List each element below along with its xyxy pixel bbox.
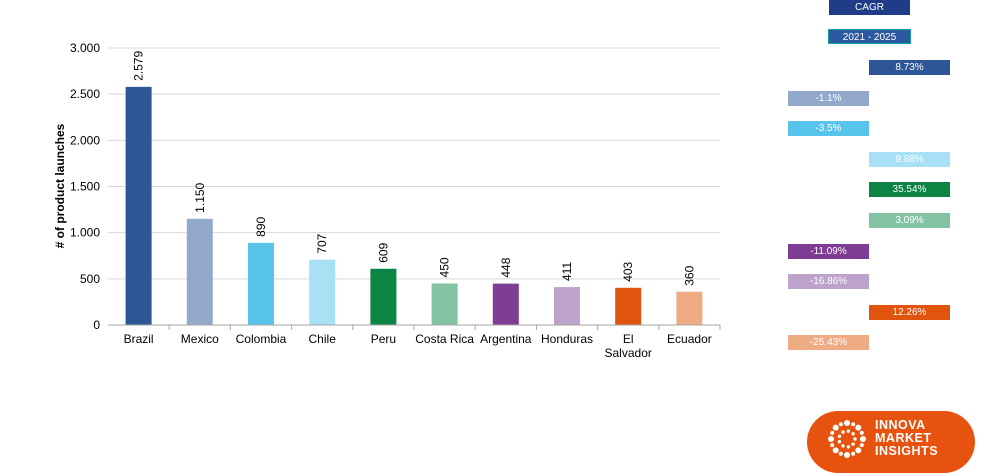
logo-dot: [851, 432, 855, 436]
bar: [615, 287, 642, 325]
bars: [125, 86, 703, 325]
y-tick-label: 0: [93, 318, 100, 332]
y-tick-label: 500: [80, 272, 100, 286]
cagr-value: -11.09%: [788, 243, 869, 259]
cagr-value: 9.88%: [869, 151, 950, 167]
logo-dot: [844, 420, 850, 426]
value-label: 450: [438, 257, 452, 277]
cagr-value: -16.86%: [788, 274, 869, 290]
cagr-header: CAGR: [829, 0, 910, 15]
logo-dot: [855, 447, 862, 454]
logo-dot: [851, 451, 856, 456]
logo-dot: [841, 430, 845, 434]
value-label: 448: [499, 257, 513, 277]
logo-dot: [837, 434, 842, 438]
cagr-value: -1.1%: [788, 90, 869, 106]
bar: [125, 86, 152, 325]
value-label: 411: [560, 262, 574, 281]
logo-dot: [828, 436, 834, 442]
bar: [186, 218, 213, 325]
value-label: 1.150: [193, 182, 207, 212]
cagr-value: 3.09%: [869, 213, 950, 228]
bar: [676, 291, 703, 325]
y-tick-label: 2.000: [70, 133, 100, 147]
logo-dot: [859, 443, 864, 448]
value-label: 707: [315, 233, 329, 253]
cagr-value: 8.73%: [869, 60, 950, 75]
category-label: Colombia: [236, 332, 287, 346]
value-label: 2.579: [132, 51, 146, 81]
category-label: Honduras: [541, 332, 593, 346]
logo-text: INNOVA MARKET INSIGHTS: [875, 418, 939, 458]
category-label: Argentina: [480, 332, 532, 346]
bar-chart: 0 500 1.000 1.500 2.000 2.500 3.000 2.579 1.150…: [53, 41, 721, 360]
innova-logo: INNOVA MARKET INSIGHTS: [807, 411, 975, 473]
cagr-value: 12.26%: [869, 304, 950, 320]
category-label: Mexico: [181, 332, 219, 346]
bar: [370, 268, 397, 325]
value-label: 403: [621, 261, 635, 281]
category-label: El Salvador: [605, 332, 652, 360]
bar: [248, 242, 274, 325]
y-axis-title: # of product launches: [53, 123, 67, 248]
category-label: Chile: [309, 332, 337, 346]
logo-dot: [838, 422, 843, 427]
logo-dot: [838, 451, 843, 456]
bar: [431, 283, 458, 325]
bar: [309, 259, 336, 325]
value-labels: 2.579 1.150 890 707 609 450 448 411 403 360: [132, 51, 697, 286]
value-label: 890: [254, 216, 268, 236]
category-label: Costa Rica: [415, 332, 474, 346]
logo-dots-icon: [828, 420, 866, 458]
category-label: Peru: [371, 332, 396, 346]
logo-dot: [846, 429, 851, 433]
logo-dot: [830, 443, 835, 448]
category-label: Ecuador: [667, 332, 712, 346]
value-label: 609: [376, 242, 390, 262]
logo-dot: [846, 445, 851, 449]
logo-dot: [853, 437, 857, 441]
logo-dot: [855, 424, 862, 431]
bar: [554, 287, 580, 325]
logo-dot: [851, 442, 855, 446]
logo-dot: [844, 452, 850, 458]
category-labels: Brazil Mexico Colombia Chile Peru Costa Rica A…: [124, 332, 712, 360]
cagr-value: -25.43%: [788, 335, 869, 351]
category-label: Brazil: [124, 332, 154, 346]
value-label: 360: [682, 265, 696, 285]
y-tick-label: 1.000: [70, 226, 100, 240]
logo-dot: [841, 444, 845, 448]
logo-dot: [859, 430, 864, 435]
logo-dot: [851, 422, 856, 427]
y-tick-label: 3.000: [70, 41, 100, 55]
y-tick-label: 2.500: [70, 87, 100, 101]
logo-dot: [832, 447, 839, 454]
cagr-value: -3.5%: [788, 121, 869, 137]
logo-dot: [860, 436, 866, 442]
logo-dot: [832, 424, 839, 431]
y-tick-labels: 0 500 1.000 1.500 2.000 2.500 3.000: [70, 41, 100, 332]
logo-dot: [837, 440, 842, 444]
bar: [492, 283, 519, 325]
y-tick-label: 1.500: [70, 180, 100, 194]
cagr-period: 2021 - 2025: [828, 29, 911, 44]
cagr-value: 35.54%: [869, 182, 950, 198]
logo-dot: [830, 430, 835, 435]
